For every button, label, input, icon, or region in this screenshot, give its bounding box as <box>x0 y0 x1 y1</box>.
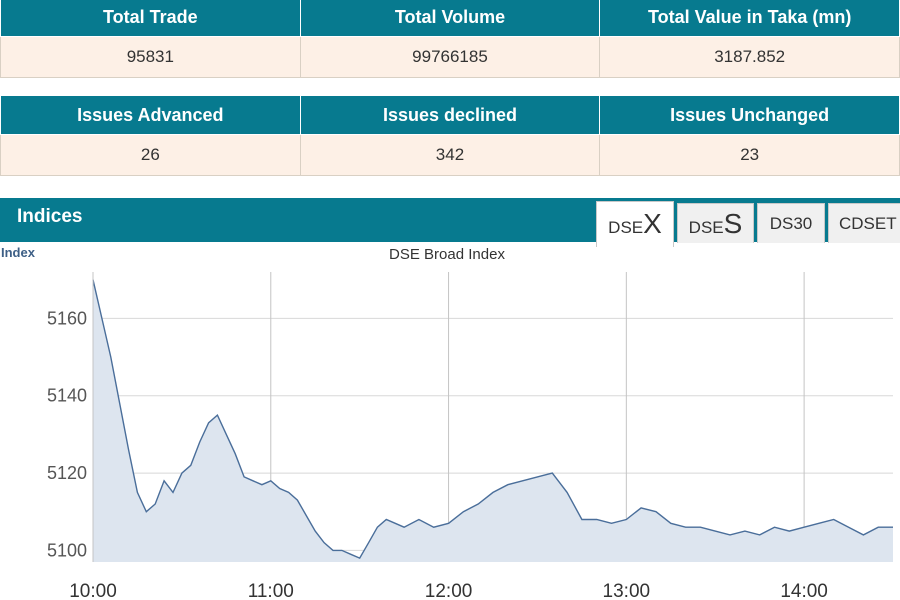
y-tick-label: 5120 <box>47 463 87 483</box>
value-issues-unchanged: 23 <box>599 134 900 176</box>
series-area <box>93 279 893 562</box>
value-total-trade: 95831 <box>0 36 301 78</box>
market-summary-table-2: Issues Advanced Issues declined Issues U… <box>0 96 900 176</box>
header-total-volume: Total Volume <box>299 0 601 37</box>
tab-dses[interactable]: DSES <box>677 203 754 243</box>
tab-dsex-prefix: DSE <box>608 218 644 237</box>
series-line <box>92 279 893 559</box>
y-tick-label: 5140 <box>47 386 87 406</box>
x-tick-label: 13:00 <box>603 581 651 600</box>
market-summary-table-1: Total Trade Total Volume Total Value in … <box>0 0 900 78</box>
value-issues-declined: 342 <box>299 134 601 176</box>
indices-title: Indices <box>17 206 83 227</box>
value-issues-advanced: 26 <box>0 134 301 176</box>
tab-dses-prefix: DSE <box>688 218 724 237</box>
chart-title: DSE Broad Index <box>389 246 505 263</box>
tab-ds30[interactable]: DS30 <box>757 203 825 243</box>
header-total-value: Total Value in Taka (mn) <box>599 0 900 37</box>
value-total-value: 3187.852 <box>599 36 900 78</box>
summary-header-row: Total Trade Total Volume Total Value in … <box>0 0 900 37</box>
x-tick-label: 12:00 <box>425 581 473 600</box>
index-chart-area: 5100 5120 5140 5160 10:00 11:00 12:00 13:00 14:0… <box>0 242 900 600</box>
tab-dsex[interactable]: DSEX <box>596 201 674 247</box>
y-tick-label: 5160 <box>47 308 87 328</box>
issues-value-row: 26 342 23 <box>0 134 900 176</box>
summary-value-row: 95831 99766185 3187.852 <box>0 36 900 78</box>
header-issues-declined: Issues declined <box>299 96 601 135</box>
tab-cdset[interactable]: CDSET <box>828 203 900 243</box>
dsex-index-chart: 5100 5120 5140 5160 10:00 11:00 12:00 13:00 14:0… <box>1 245 893 600</box>
tab-dsex-suffix: X <box>643 208 662 239</box>
tab-ds30-label: DS30 <box>769 214 813 233</box>
header-issues-unchanged: Issues Unchanged <box>599 96 900 135</box>
value-total-volume: 99766185 <box>299 36 601 78</box>
header-issues-advanced: Issues Advanced <box>0 96 301 135</box>
header-total-trade: Total Trade <box>0 0 301 37</box>
x-tick-label: 11:00 <box>248 581 294 600</box>
tab-dses-suffix: S <box>723 208 743 239</box>
y-axis-label: Index <box>1 245 36 260</box>
y-tick-label: 5100 <box>47 540 87 560</box>
issues-header-row: Issues Advanced Issues declined Issues U… <box>0 96 900 135</box>
tab-cdset-label: CDSET <box>839 214 897 233</box>
x-tick-label: 14:00 <box>780 581 828 600</box>
x-tick-label: 10:00 <box>69 581 117 600</box>
